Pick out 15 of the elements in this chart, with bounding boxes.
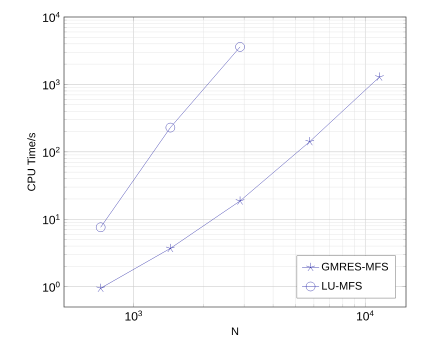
- y-tick-label: 10$^{3}$: [43, 79, 60, 90]
- point: [236, 196, 245, 205]
- point: [166, 244, 175, 252]
- point: [305, 136, 314, 146]
- x-axis-title: N: [232, 327, 238, 336]
- legend-label: GMRES-MFS: [322, 262, 388, 271]
- y-tick-label: 10$^{2}$: [43, 146, 60, 157]
- point: [235, 42, 245, 52]
- y-axis-title: CPU Time/s: [27, 132, 36, 191]
- y-tick-label: 10$^{4}$: [43, 12, 60, 22]
- y-tick-label: 10$^{0}$: [43, 282, 60, 292]
- y-tick-label: 10$^{1}$: [43, 214, 60, 224]
- legend-label: LU-MFS: [322, 282, 362, 290]
- point: [166, 122, 176, 132]
- point: [96, 222, 106, 232]
